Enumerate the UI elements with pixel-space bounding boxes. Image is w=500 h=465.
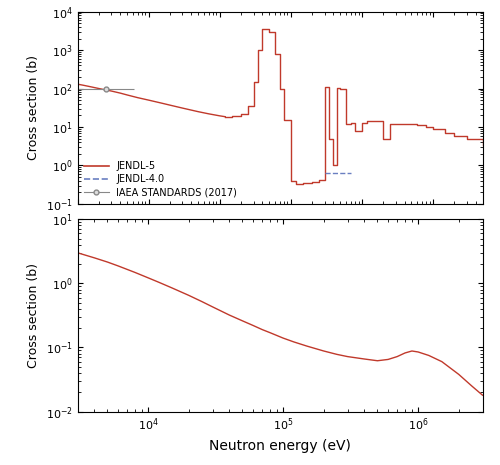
X-axis label: Neutron energy (eV): Neutron energy (eV): [209, 438, 351, 452]
Y-axis label: Cross section (b): Cross section (b): [27, 55, 40, 160]
Y-axis label: Cross section (b): Cross section (b): [27, 263, 40, 368]
Legend: JENDL-5, JENDL-4.0, IAEA STANDARDS (2017): JENDL-5, JENDL-4.0, IAEA STANDARDS (2017…: [82, 159, 239, 199]
